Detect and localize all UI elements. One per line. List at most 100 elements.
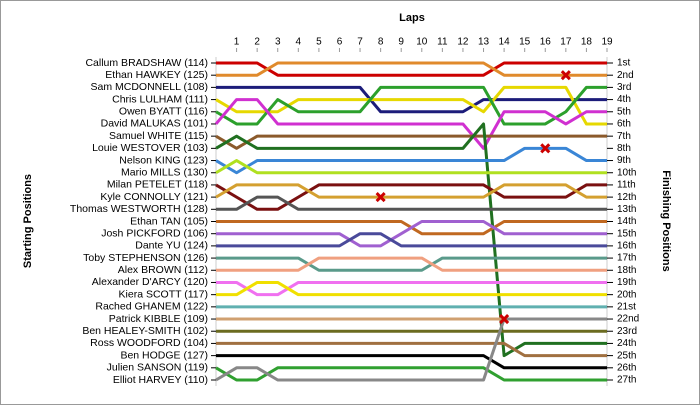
driver-label: Kiera SCOTT (117) bbox=[119, 288, 208, 300]
driver-label: Dante YU (124) bbox=[135, 240, 208, 252]
position-line bbox=[216, 220, 607, 248]
x-tick-label: 18 bbox=[581, 37, 593, 48]
position-line bbox=[215, 159, 607, 175]
driver-label: Chris LULHAM (111) bbox=[112, 93, 208, 105]
y-tick-label: 24th bbox=[617, 338, 636, 349]
position-line bbox=[215, 366, 607, 382]
driver-label: Rached GHANEM (122) bbox=[95, 301, 208, 313]
driver-label: Patrick KIBBLE (109) bbox=[109, 313, 208, 325]
x-tick-label: 1 bbox=[234, 37, 240, 48]
y-axis-title-left: Starting Positions bbox=[22, 174, 34, 268]
y-tick-label: 10th bbox=[617, 167, 636, 178]
x-tick-label: 9 bbox=[398, 37, 404, 48]
position-line bbox=[216, 61, 607, 77]
x-tick-label: 15 bbox=[519, 37, 531, 48]
driver-label: Louie WESTOVER (103) bbox=[92, 142, 208, 154]
position-line bbox=[215, 85, 607, 126]
position-line bbox=[214, 98, 607, 150]
position-line bbox=[216, 195, 607, 211]
y-tick-label: 12th bbox=[617, 192, 636, 203]
driver-label: Ross WOODFORD (104) bbox=[90, 337, 208, 349]
position-line bbox=[215, 122, 607, 358]
driver-label: Callum BRADSHAW (114) bbox=[85, 57, 208, 69]
x-tick-label: 12 bbox=[457, 37, 469, 48]
incident-marker bbox=[499, 313, 510, 325]
y-tick-label: 20th bbox=[617, 289, 636, 300]
driver-label: Ben HODGE (127) bbox=[120, 349, 208, 361]
driver-label: Ethan TAN (105) bbox=[130, 215, 208, 227]
x-tick-label: 19 bbox=[601, 37, 613, 48]
y-tick-label: 5th bbox=[617, 106, 631, 117]
y-tick-label: 18th bbox=[617, 265, 636, 276]
driver-label: Owen BYATT (116) bbox=[119, 106, 208, 118]
position-line bbox=[216, 61, 607, 77]
driver-label: Samuel WHITE (115) bbox=[109, 130, 208, 142]
incident-marker bbox=[540, 143, 551, 154]
y-axis-title-right: Finishing Positions bbox=[660, 170, 672, 271]
driver-label: Elliot HARVEY (110) bbox=[113, 374, 208, 386]
x-tick-label: 13 bbox=[478, 37, 490, 48]
position-line bbox=[216, 354, 607, 370]
y-tick-label: 23rd bbox=[617, 326, 637, 337]
position-line bbox=[215, 146, 607, 175]
driver-label: Kyle CONNOLLY (121) bbox=[100, 191, 208, 203]
y-tick-label: 11th bbox=[617, 180, 636, 191]
y-tick-label: 2nd bbox=[617, 70, 634, 81]
x-tick-label: 6 bbox=[337, 37, 343, 48]
x-tick-label: 7 bbox=[357, 37, 363, 48]
driver-label: Thomas WESTWORTH (128) bbox=[70, 203, 208, 215]
y-tick-label: 6th bbox=[617, 119, 631, 130]
y-tick-label: 1st bbox=[617, 58, 631, 69]
driver-label: Mario MILLS (130) bbox=[121, 167, 208, 179]
driver-label: Julien SANSON (119) bbox=[107, 362, 208, 374]
driver-label: Nelson KING (123) bbox=[119, 154, 208, 166]
driver-label: Josh PICKFORD (106) bbox=[101, 227, 208, 239]
y-tick-label: 4th bbox=[617, 94, 631, 105]
x-tick-label: 10 bbox=[416, 37, 428, 48]
x-tick-label: 8 bbox=[378, 37, 384, 48]
y-tick-label: 3rd bbox=[617, 82, 631, 93]
y-tick-label: 13th bbox=[617, 204, 636, 215]
y-tick-label: 21st bbox=[617, 301, 636, 312]
chart-title: Laps bbox=[399, 12, 425, 24]
position-line bbox=[215, 317, 607, 382]
position-line bbox=[216, 341, 607, 358]
driver-label: David MALUKAS (101) bbox=[101, 118, 208, 130]
x-tick-label: 4 bbox=[296, 37, 302, 48]
position-line bbox=[216, 85, 607, 114]
driver-label: Ben HEALEY-SMITH (102) bbox=[82, 325, 208, 337]
driver-label: Toby STEPHENSON (126) bbox=[83, 252, 208, 264]
position-line bbox=[216, 280, 607, 297]
y-tick-label: 17th bbox=[617, 253, 636, 264]
y-tick-label: 9th bbox=[617, 155, 631, 166]
position-line bbox=[215, 183, 607, 199]
position-line bbox=[216, 280, 607, 297]
incident-marker bbox=[375, 192, 386, 203]
position-line bbox=[216, 232, 607, 248]
driver-label: Alexander D'ARCY (120) bbox=[92, 276, 208, 288]
y-tick-label: 15th bbox=[617, 228, 636, 239]
incident-marker bbox=[560, 70, 571, 81]
y-tick-label: 22nd bbox=[617, 314, 639, 325]
driver-label: Milan PETELET (118) bbox=[107, 179, 208, 191]
position-line bbox=[215, 134, 607, 150]
x-tick-label: 11 bbox=[437, 37, 448, 48]
position-line bbox=[216, 256, 607, 272]
y-tick-label: 7th bbox=[617, 131, 631, 142]
x-tick-label: 17 bbox=[560, 37, 572, 48]
y-tick-label: 8th bbox=[617, 143, 631, 154]
position-line bbox=[215, 85, 607, 126]
y-tick-label: 26th bbox=[617, 362, 636, 373]
y-tick-label: 14th bbox=[617, 216, 636, 227]
x-tick-label: 5 bbox=[316, 37, 322, 48]
driver-label: Alex BROWN (112) bbox=[118, 264, 208, 276]
y-tick-label: 19th bbox=[617, 277, 636, 288]
x-tick-label: 2 bbox=[254, 37, 260, 48]
driver-label: Ethan HAWKEY (125) bbox=[105, 69, 208, 81]
x-tick-label: 3 bbox=[275, 37, 281, 48]
driver-label: Sam MCDONNELL (108) bbox=[91, 81, 208, 93]
x-tick-label: 14 bbox=[499, 37, 511, 48]
position-line bbox=[216, 256, 607, 272]
